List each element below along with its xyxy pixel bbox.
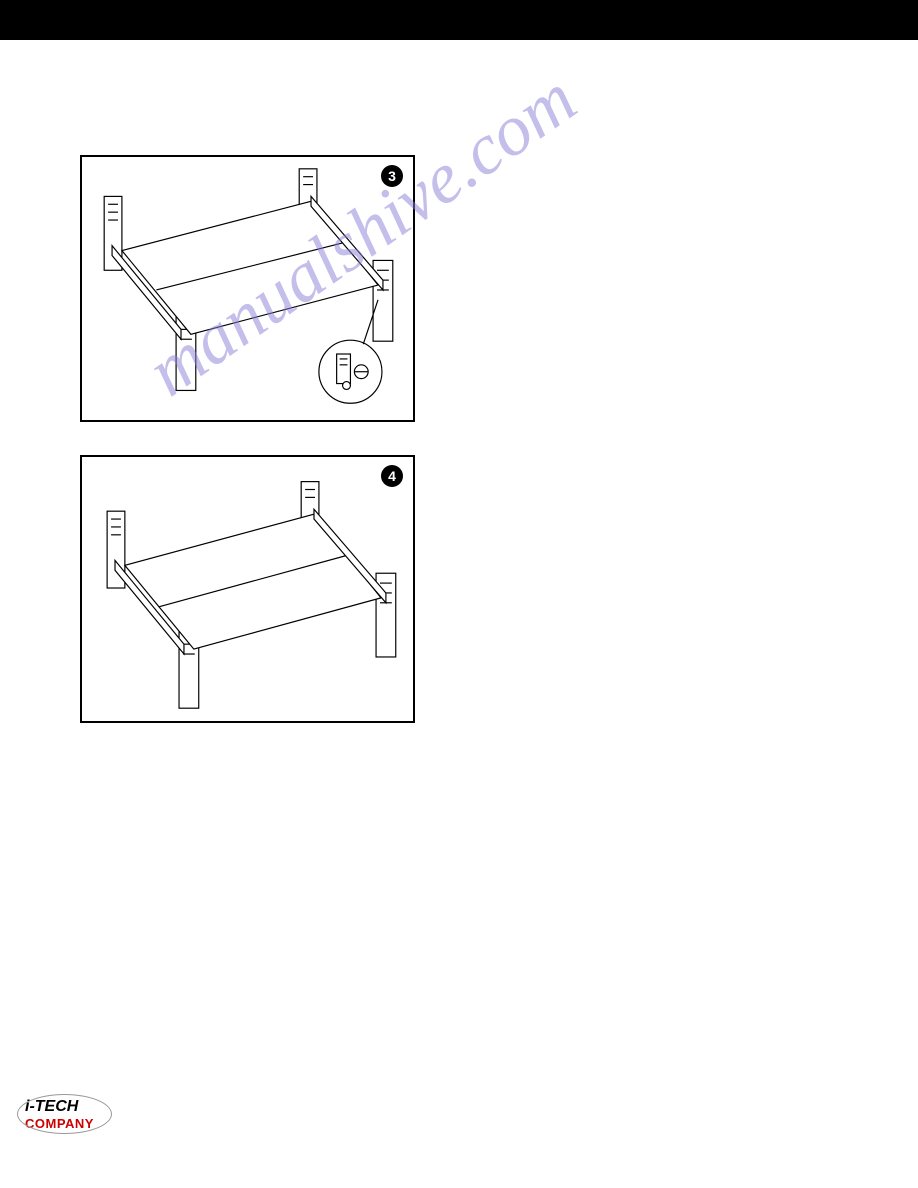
company-logo: i-TECH COMPANY: [25, 1098, 125, 1148]
step-number: 4: [388, 468, 396, 484]
step-badge: 3: [381, 165, 403, 187]
top-bar: [0, 0, 918, 40]
step-number: 3: [388, 168, 396, 184]
installation-diagram-step-4: 4: [80, 455, 415, 723]
logo-ellipse: [17, 1094, 112, 1134]
page-content: 3: [0, 40, 918, 1188]
installation-diagram-step-3: 3: [80, 155, 415, 422]
rack-drawing-3: [82, 157, 413, 420]
step-badge: 4: [381, 465, 403, 487]
rack-drawing-4: [82, 457, 413, 721]
